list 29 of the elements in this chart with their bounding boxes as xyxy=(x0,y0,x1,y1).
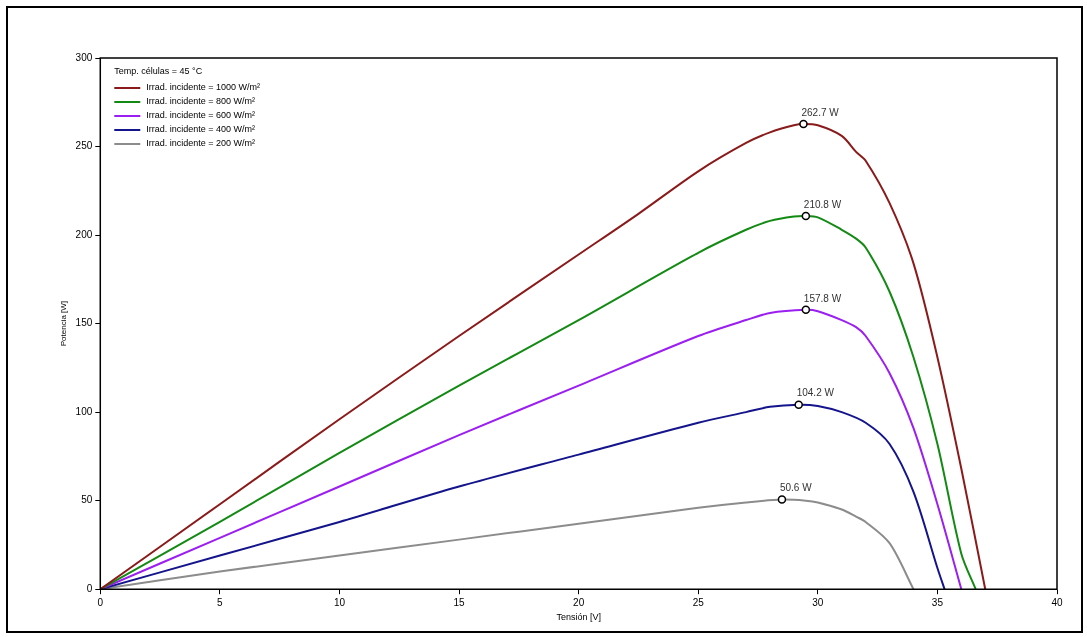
x-tick-label: 25 xyxy=(692,596,705,608)
annotation: 262.7 W xyxy=(801,106,840,118)
x-tick-label: 35 xyxy=(931,596,944,608)
legend-title: Temp. células = 45 °C xyxy=(114,66,203,77)
x-axis-title: Tensión [V] xyxy=(556,612,601,623)
y-tick-label: 100 xyxy=(75,405,93,417)
annotation: 157.8 W xyxy=(803,292,842,304)
x-tick-label: 10 xyxy=(333,596,346,608)
y-axis-title: Potencia [W] xyxy=(59,300,68,347)
legend-label: Irrad. incidente = 200 W/m² xyxy=(146,138,256,149)
y-tick-label: 250 xyxy=(75,140,93,152)
y-tick-label: 200 xyxy=(75,228,93,240)
x-tick-label: 0 xyxy=(97,596,104,608)
x-tick-label: 30 xyxy=(812,596,824,608)
x-tick-label: 5 xyxy=(217,596,224,608)
annotation: 104.2 W xyxy=(796,387,835,399)
legend-label: Irrad. incidente = 1000 W/m² xyxy=(146,82,261,93)
legend-label: Irrad. incidente = 800 W/m² xyxy=(146,96,256,107)
x-tick-label: 20 xyxy=(573,596,585,608)
x-tick-label: 40 xyxy=(1051,596,1063,608)
x-tick-label: 15 xyxy=(453,596,466,608)
annotation: 210.8 W xyxy=(803,198,842,210)
y-tick-label: 0 xyxy=(86,582,93,594)
legend-label: Irrad. incidente = 600 W/m² xyxy=(146,110,256,121)
y-tick-label: 150 xyxy=(75,317,93,329)
y-tick-label: 50 xyxy=(81,494,93,506)
y-tick-label: 300 xyxy=(75,51,93,63)
legend-label: Irrad. incidente = 400 W/m² xyxy=(146,124,256,135)
annotation: 50.6 W xyxy=(779,482,813,494)
